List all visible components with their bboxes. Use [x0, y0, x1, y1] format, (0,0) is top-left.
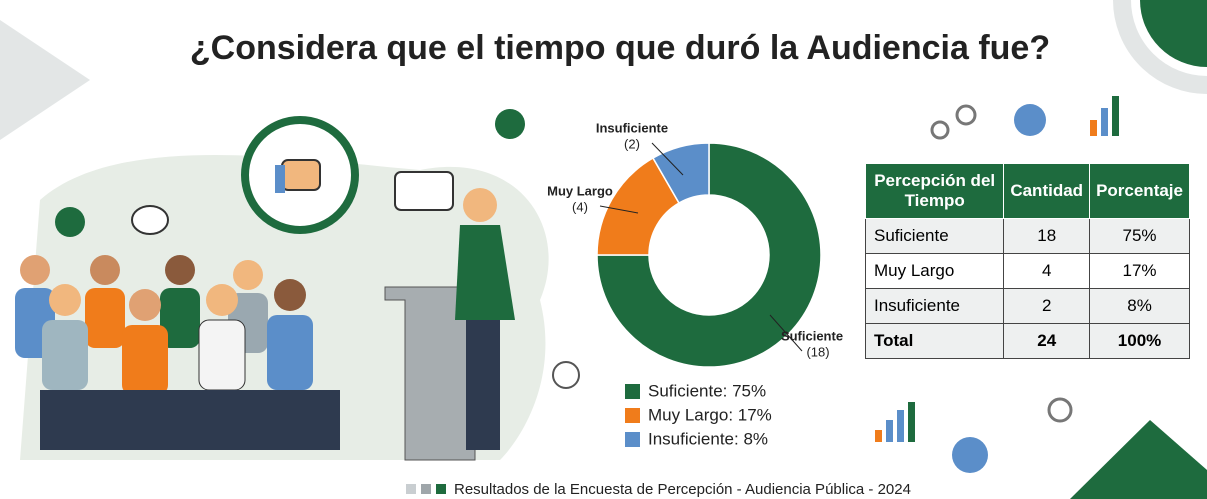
check-icon: [55, 207, 85, 237]
table-cell: 75%: [1090, 219, 1190, 254]
speaker: [466, 320, 500, 450]
table-cell: 100%: [1090, 324, 1190, 359]
thumb-icon: [282, 160, 320, 190]
footer: Resultados de la Encuesta de Percepción …: [454, 481, 911, 498]
check-icon: [495, 109, 525, 139]
page: ¿Considera que el tiempo que duró la Aud…: [0, 0, 1207, 499]
callout-value: (4): [572, 199, 588, 214]
decor: [1070, 420, 1207, 499]
callout-category: Suficiente: [781, 328, 843, 343]
thumb-icon: [275, 165, 285, 193]
callout-category: Insuficiente: [596, 120, 668, 135]
decor: [0, 20, 90, 140]
table-cell: 2: [1004, 289, 1090, 324]
callout-value: (2): [624, 136, 640, 151]
speech-bubble: [395, 172, 453, 210]
table-cell: 24: [1004, 324, 1090, 359]
table-cell: 17%: [1090, 254, 1190, 289]
table-cell: Total: [866, 324, 1004, 359]
legend-label: Muy Largo: 17%: [648, 405, 772, 424]
table-cell: 4: [1004, 254, 1090, 289]
speaker: [463, 188, 497, 222]
speech-bubble: [132, 206, 168, 234]
callout-value: (18): [806, 344, 829, 359]
table-header: Cantidad: [1004, 164, 1090, 219]
legend-swatch: [625, 408, 640, 423]
check-icon: [553, 362, 579, 388]
footer-squares: [406, 484, 446, 494]
table-header: Percepción del Tiempo: [866, 164, 1004, 219]
callout-category: Muy Largo: [547, 183, 613, 198]
table-cell: Insuficiente: [866, 289, 1004, 324]
legend-label: Insuficiente: 8%: [648, 429, 768, 448]
table-cell: Suficiente: [866, 219, 1004, 254]
table-cell: 8%: [1090, 289, 1190, 324]
title: ¿Considera que el tiempo que duró la Aud…: [190, 29, 1050, 67]
table-header: Porcentaje: [1090, 164, 1190, 219]
legend-swatch: [625, 432, 640, 447]
legend-swatch: [625, 384, 640, 399]
table-cell: Muy Largo: [866, 254, 1004, 289]
table-cell: 18: [1004, 219, 1090, 254]
legend-label: Suficiente: 75%: [648, 381, 766, 400]
